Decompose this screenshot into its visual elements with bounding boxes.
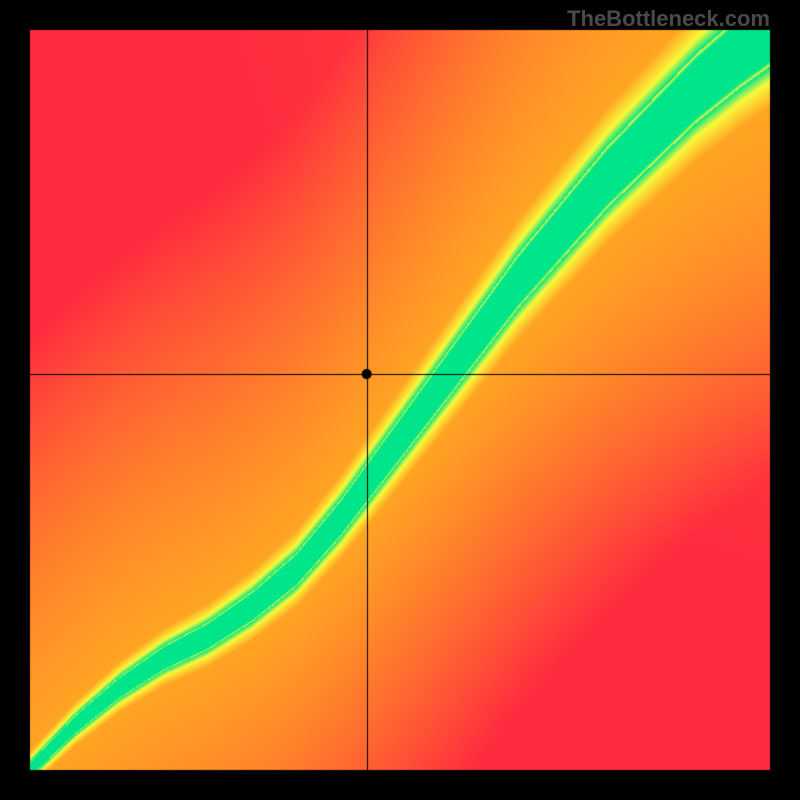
bottleneck-heatmap — [0, 0, 800, 800]
chart-container: TheBottleneck.com — [0, 0, 800, 800]
watermark-text: TheBottleneck.com — [567, 6, 770, 32]
